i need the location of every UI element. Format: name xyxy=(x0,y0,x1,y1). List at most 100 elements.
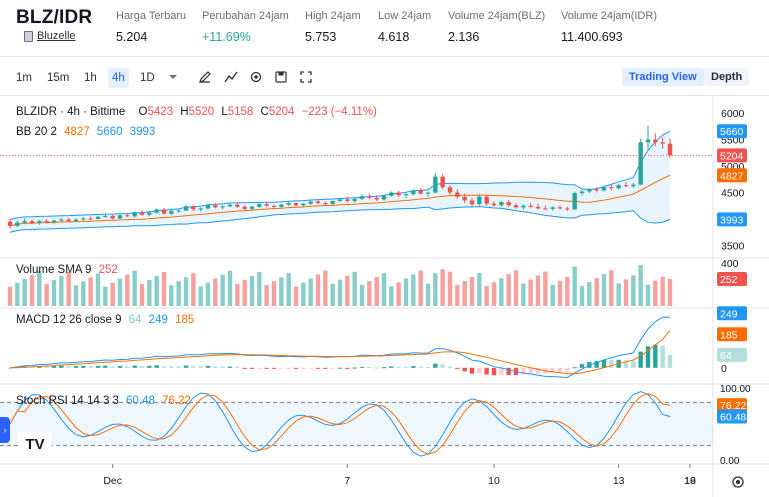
volume-bar xyxy=(249,275,255,306)
macd-histogram-bar xyxy=(345,367,350,369)
stat-item: Volume 24jam(IDR) 11.400.693 xyxy=(561,10,657,44)
stat-item: Perubahan 24jam +11.69% xyxy=(202,10,289,44)
stoch-k-value: 60.48 xyxy=(126,395,155,407)
macd-histogram-bar xyxy=(528,367,533,375)
volume-bar xyxy=(418,270,423,306)
time-label: 10 xyxy=(488,475,500,487)
save-icon[interactable] xyxy=(272,68,290,86)
volume-bar xyxy=(609,270,614,306)
trading-view-button[interactable]: Trading View xyxy=(622,68,704,86)
price-tick: 4500 xyxy=(721,188,745,200)
volume-bar xyxy=(125,274,130,306)
volume-bar xyxy=(110,282,115,306)
candle-body xyxy=(59,219,64,221)
timeframe-1h[interactable]: 1h xyxy=(84,72,97,84)
macd-histogram-bar xyxy=(117,366,123,368)
macd-histogram-bar xyxy=(7,367,13,369)
candle-body xyxy=(66,219,71,222)
depth-button[interactable]: Depth xyxy=(704,68,750,86)
bb-legend: BB 20 2 4827 5660 3993 xyxy=(16,126,159,138)
macd-histogram-bar xyxy=(132,365,137,368)
expand-arrow-icon[interactable]: › xyxy=(0,417,10,443)
stoch-band-fill xyxy=(0,402,713,446)
volume-bar xyxy=(37,270,42,306)
price-chart[interactable]: 6000550050004500400035005660520448273993… xyxy=(0,96,769,497)
price-tick: 6000 xyxy=(721,108,745,120)
timeframe-15m[interactable]: 15m xyxy=(47,72,70,84)
macd-histogram-bar xyxy=(403,366,409,368)
indicator-icon[interactable] xyxy=(222,68,240,86)
stat-label: Low 24jam xyxy=(378,10,432,22)
candle-body xyxy=(550,207,555,209)
macd-signal-value: 185 xyxy=(175,314,195,326)
candle-body xyxy=(147,212,152,215)
candle-body xyxy=(440,176,445,188)
candle-body xyxy=(169,211,174,214)
settings-icon[interactable] xyxy=(247,68,265,86)
exchange-link[interactable]: Bluzelle xyxy=(24,30,76,42)
candle-body xyxy=(477,196,482,205)
exchange-name[interactable]: Bluzelle xyxy=(37,30,76,42)
candle-body xyxy=(638,142,643,185)
macd-histogram-bar xyxy=(59,365,64,368)
macd-histogram-bar xyxy=(660,345,665,368)
volume-bar xyxy=(198,286,203,306)
stat-label: Perubahan 24jam xyxy=(202,10,289,22)
stat-label: High 24jam xyxy=(305,10,361,22)
candle-body xyxy=(367,196,372,198)
candle-body xyxy=(88,218,93,220)
macd-histogram-bar xyxy=(462,367,467,372)
volume-bar xyxy=(433,273,438,306)
macd-histogram-bar xyxy=(447,366,453,368)
stat-label: Volume 24jam(BLZ) xyxy=(448,10,546,22)
volume-bar xyxy=(293,286,299,306)
timeframe-4h[interactable]: 4h xyxy=(108,68,129,88)
macd-histogram-bar xyxy=(161,366,167,368)
macd-histogram-bar xyxy=(557,367,563,372)
macd-histogram-bar xyxy=(213,366,218,368)
candle-body xyxy=(110,215,115,219)
chevron-down-icon[interactable] xyxy=(164,68,182,86)
candle-body xyxy=(433,176,438,193)
stoch-legend: Stoch RSI 14 14 3 3 60.48 76.22 xyxy=(16,395,195,407)
macd-histogram-bar xyxy=(330,367,335,369)
bb-lower-value: 3993 xyxy=(129,126,156,138)
divider xyxy=(0,95,769,96)
candle-body xyxy=(499,202,504,206)
candle-body xyxy=(220,206,225,208)
macd-histogram-bar xyxy=(418,366,423,368)
timeframe-1D[interactable]: 1D xyxy=(140,72,155,84)
volume-bar xyxy=(587,282,592,306)
macd-histogram-bar xyxy=(638,351,643,368)
macd-histogram-bar xyxy=(433,363,438,368)
candle-body xyxy=(411,190,416,195)
macd-histogram-bar xyxy=(81,365,86,368)
badge-bb-basis: 4827 xyxy=(720,170,744,182)
tradingview-logo-icon[interactable]: TV xyxy=(18,432,52,456)
macd-histogram-bar xyxy=(66,366,71,368)
candle-body xyxy=(308,201,313,204)
chart-settings-icon[interactable] xyxy=(730,474,746,490)
draw-pen-icon[interactable] xyxy=(196,68,214,86)
candle-body xyxy=(22,221,27,223)
volume-bar xyxy=(7,286,13,306)
candle-body xyxy=(455,192,460,197)
badge-bb-upper-bg xyxy=(717,124,747,139)
badge-volume-bg xyxy=(717,272,747,286)
macd-histogram-bar xyxy=(257,367,262,369)
volume-bar xyxy=(455,284,460,306)
candle-body xyxy=(279,204,284,207)
badge-last-price: 5204 xyxy=(720,150,744,162)
macd-histogram-bar xyxy=(389,366,394,368)
fullscreen-icon[interactable] xyxy=(297,68,315,86)
volume-bar xyxy=(462,280,467,306)
macd-histogram-bar xyxy=(191,366,196,368)
volume-bar xyxy=(337,279,343,306)
volume-bar xyxy=(484,286,489,306)
chart-toolbar: 1m 15m 1h 4h 1D xyxy=(0,62,769,92)
low-value: 5158 xyxy=(227,106,254,118)
timeframe-1m[interactable]: 1m xyxy=(16,72,32,84)
macd-histogram-bar xyxy=(550,367,555,373)
volume-bar xyxy=(264,285,269,306)
badge-volume: 252 xyxy=(720,274,738,286)
